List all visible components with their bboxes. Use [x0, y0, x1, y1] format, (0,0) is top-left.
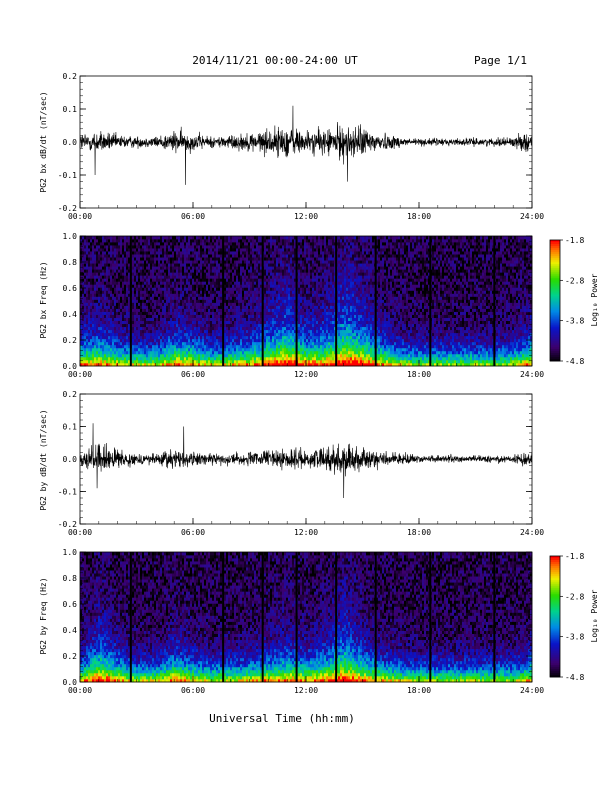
y-tick-label: 0.2: [63, 336, 78, 345]
data-gap-line: [335, 552, 337, 682]
x-tick-label: 00:00: [68, 370, 92, 379]
figure-title: 2014/11/21 00:00-24:00 UT: [192, 54, 358, 67]
data-gap-line: [296, 552, 298, 682]
y-tick-label: -0.1: [58, 488, 77, 497]
colorbar-tick-label: -2.8: [565, 276, 584, 285]
x-tick-label: 12:00: [294, 686, 318, 695]
by-dbdt-panel: 0.20.10.0-0.1-0.200:00 06:00 12:00 18:00 24:…: [58, 390, 544, 537]
y-tick-label: 0.4: [63, 310, 78, 319]
x-tick-label: 18:00: [407, 370, 431, 379]
y-tick-label: 0.2: [63, 390, 78, 399]
y-tick-label: -0.1: [58, 171, 77, 180]
y-tick-label: 0.8: [63, 574, 78, 583]
x-tick-label: 06:00: [181, 528, 205, 537]
y-tick-label: 1.0: [63, 232, 78, 241]
y-tick-label: 0.6: [63, 284, 78, 293]
x-axis-label: Universal Time (hh:mm): [209, 712, 355, 725]
colorbar-tick-label: -3.8: [565, 317, 584, 326]
y-tick-label: 0.1: [63, 105, 78, 114]
data-gap-line: [429, 552, 431, 682]
data-gap-line: [222, 552, 224, 682]
y-tick-label: 1.0: [63, 548, 78, 557]
x-tick-label: 24:00: [520, 528, 544, 537]
spectrogram-cells: [80, 552, 532, 682]
x-tick-label: 12:00: [294, 528, 318, 537]
data-gap-line: [130, 552, 132, 682]
x-tick-label: 00:00: [68, 212, 92, 221]
y-tick-label: 0.8: [63, 258, 78, 267]
x-tick-label: 06:00: [181, 370, 205, 379]
x-tick-label: 06:00: [181, 212, 205, 221]
colorbar-tick-label: -1.8: [565, 552, 584, 561]
spectrogram-cells: [80, 236, 532, 366]
x-tick-label: 18:00: [407, 528, 431, 537]
bx-dbdt-panel: 0.20.10.0-0.1-0.200:00 06:00 12:00 18:00 24:…: [58, 72, 544, 221]
data-gap-line: [222, 236, 224, 366]
bx-colorbar-label: Log₁₀ Power: [590, 273, 599, 326]
data-gap-line: [262, 236, 264, 366]
colorbar-tick-label: -2.8: [565, 592, 584, 601]
y-tick-label: 0.0: [63, 138, 78, 147]
by-colorbar-label: Log₁₀ Power: [590, 589, 599, 642]
data-gap-line: [493, 236, 495, 366]
x-tick-label: 12:00: [294, 370, 318, 379]
by-spectrogram-panel: 1.00.80.60.40.20.000:00 06:00 12:00 18:00 24…: [63, 548, 545, 695]
x-tick-label: 24:00: [520, 370, 544, 379]
y-tick-label: 0.2: [63, 652, 78, 661]
data-gap-line: [296, 236, 298, 366]
data-gap-line: [429, 236, 431, 366]
colorbar-tick-label: -4.8: [565, 357, 584, 366]
data-gap-line: [375, 236, 377, 366]
colorbar-tick-label: -4.8: [565, 673, 584, 682]
page-label: Page 1/1: [474, 54, 527, 67]
y-tick-label: 0.0: [63, 455, 78, 464]
x-tick-label: 00:00: [68, 686, 92, 695]
x-tick-label: 24:00: [520, 212, 544, 221]
data-gap-line: [130, 236, 132, 366]
x-tick-label: 18:00: [407, 686, 431, 695]
x-tick-label: 12:00: [294, 212, 318, 221]
y-tick-label: 0.2: [63, 72, 78, 81]
data-gap-line: [335, 236, 337, 366]
by-freq-ylabel: PG2 by Freq (Hz): [39, 577, 48, 654]
x-tick-label: 18:00: [407, 212, 431, 221]
colorbar-tick-label: -1.8: [565, 236, 584, 245]
colorbar-tick-label: -3.8: [565, 633, 584, 642]
data-gap-line: [493, 552, 495, 682]
bx-spectrogram-panel: 1.00.80.60.40.20.000:00 06:00 12:00 18:00 24…: [63, 232, 545, 379]
data-gap-line: [262, 552, 264, 682]
bx-dbdt-ylabel: PG2 bx dB/dt (nT/sec): [39, 91, 48, 192]
bx-colorbar: -1.8 -2.8 -3.8 -4.8: [550, 236, 584, 366]
by-colorbar: -1.8 -2.8 -3.8 -4.8: [550, 552, 584, 682]
figure: 2014/11/21 00:00-24:00 UT Page 1/1 0.2 0.…: [0, 0, 612, 792]
y-tick-label: 0.6: [63, 600, 78, 609]
bx-freq-ylabel: PG2 bx Freq (Hz): [39, 261, 48, 338]
x-tick-label: 24:00: [520, 686, 544, 695]
data-gap-line: [375, 552, 377, 682]
y-tick-label: 0.4: [63, 626, 78, 635]
y-tick-label: 0.1: [63, 423, 78, 432]
by-dbdt-ylabel: PG2 by dB/dt (nT/sec): [39, 409, 48, 510]
x-tick-label: 06:00: [181, 686, 205, 695]
x-tick-label: 00:00: [68, 528, 92, 537]
